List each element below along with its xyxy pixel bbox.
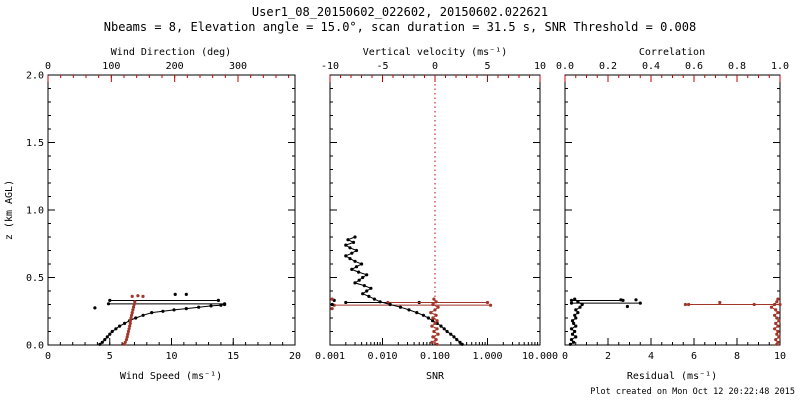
tick-label: 0.0 [26,341,44,352]
tick-label: 0 [562,351,568,362]
tick-label: 10 [165,351,177,362]
tick-label: 0 [432,61,438,72]
bottom-axis: 0 2 4 6 8 10 [562,338,786,362]
tick-label: 10 [534,61,546,72]
tick-label: 0 [45,61,51,72]
y-axis [330,74,540,346]
z-axis-title: z (km AGL) [4,180,15,240]
correlation-axis-title: Correlation [639,47,705,58]
series-snr [344,235,464,346]
tick-label: 6 [691,351,697,362]
tick-label: 0.5 [26,273,44,284]
tick-label: 20 [289,351,301,362]
tick-label: 10 [774,351,786,362]
tick-label: 200 [166,61,184,72]
tick-label: 300 [229,61,247,72]
series-vertical-velocity-outliers [330,297,334,311]
series-vertical-velocity [429,297,440,346]
bottom-axis: 0 5 10 15 20 [45,338,301,362]
series-residual-outliers [619,298,638,309]
plot-created-timestamp: Plot created on Mon Oct 12 20:22:48 2015 [590,387,795,397]
tick-label: 2 [605,351,611,362]
tick-label: 0.8 [728,61,746,72]
tick-label: 0.0 [556,61,574,72]
residual-axis-title: Residual (ms⁻¹) [627,371,717,382]
tick-label: 0.2 [599,61,617,72]
series-residual [568,297,584,346]
tick-label: -5 [376,61,388,72]
tick-label: 2.0 [26,71,44,82]
plot-title: User1_08_20150602_022602, 20150602.02262… [252,5,548,19]
wind-speed-axis-title: Wind Speed (ms⁻¹) [120,371,222,382]
series-wind-speed-outliers [93,292,188,310]
wind-direction-axis-title: Wind Direction (deg) [111,47,231,58]
tick-label: 0.001 [315,351,345,362]
tick-label: 0.100 [420,351,450,362]
snr-axis-title: SNR [426,371,445,382]
tick-label: 15 [227,351,239,362]
bottom-axis: 0.001 0.010 0.100 1.000 10.000 [315,338,558,362]
vertical-velocity-axis-title: Vertical velocity (ms⁻¹) [363,47,508,58]
tick-label: 4 [648,351,654,362]
tick-label: 1.0 [771,61,789,72]
y-axis: 0.0 0.5 1.0 1.5 2.0 [26,71,295,352]
series-correlation [769,297,781,346]
tick-label: 0.4 [642,61,660,72]
series-wind-speed [98,302,227,346]
panel-frame [47,74,296,346]
tick-label: 5 [107,351,113,362]
series-wind-direction-outliers [130,294,145,298]
top-axis: -10 -5 0 5 10 [321,61,546,82]
tick-label: 0.010 [367,351,397,362]
tick-label: 1.5 [26,138,44,149]
tick-label: -10 [321,61,339,72]
tick-label: 8 [734,351,740,362]
tick-label: 1.000 [472,351,502,362]
tick-label: 5 [484,61,490,72]
plot-subtitle: Nbeams = 8, Elevation angle = 15.0°, sca… [104,20,696,34]
tick-label: 0.6 [685,61,703,72]
tick-label: 1.0 [26,206,44,217]
series-wind-direction [122,300,137,346]
tick-label: 0 [45,351,51,362]
residual-panel: 0 2 4 6 8 10 0.0 0.2 0.4 0.6 0.8 1.0 [556,61,789,362]
snr-panel: 0.001 0.010 0.100 1.000 10.000 -10 -5 0 5 10 [315,61,558,362]
top-axis: 0 100 200 300 [45,61,290,82]
tick-label: 100 [102,61,120,72]
series-correlation-outliers [687,300,756,307]
tick-label: 10.000 [522,351,558,362]
top-axis: 0.0 0.2 0.4 0.6 0.8 1.0 [556,61,789,82]
